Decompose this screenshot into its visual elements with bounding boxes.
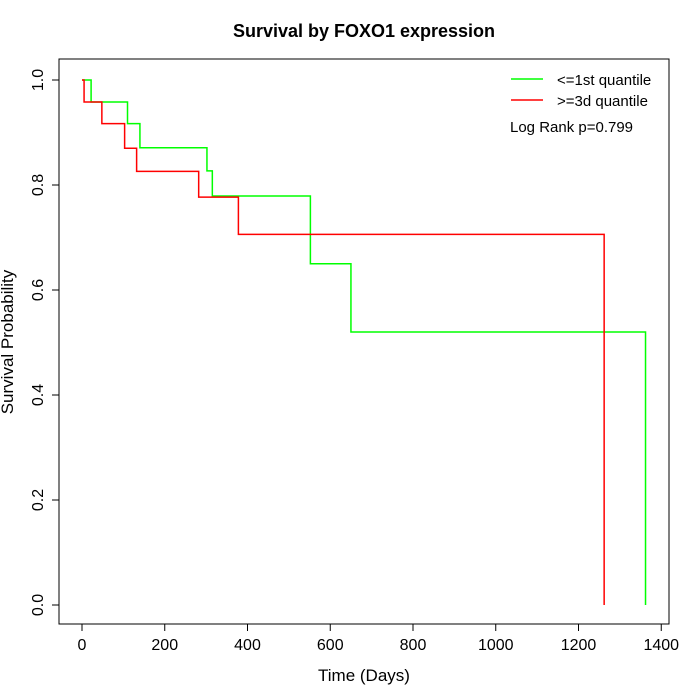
y-axis-label: Survival Probability xyxy=(0,269,17,414)
x-tick-label: 1200 xyxy=(561,637,597,654)
x-tick-label: 1400 xyxy=(643,637,679,654)
x-axis: 0 200 400 600 800 1000 1200 1400 xyxy=(78,623,679,654)
x-tick-label: 600 xyxy=(317,637,344,654)
x-tick-label: 200 xyxy=(151,637,178,654)
y-tick-label: 1.0 xyxy=(30,69,47,91)
log-rank-annotation: Log Rank p=0.799 xyxy=(510,119,633,136)
x-axis-label: Time (Days) xyxy=(318,666,410,685)
x-tick-label: 800 xyxy=(400,637,427,654)
legend: <=1st quantile >=3d quantile xyxy=(511,72,651,110)
legend-label-low: <=1st quantile xyxy=(557,72,651,89)
y-tick-label: 0.4 xyxy=(30,384,47,406)
y-axis: 0.0 0.2 0.4 0.6 0.8 1.0 xyxy=(30,69,60,616)
y-tick-label: 0.8 xyxy=(30,174,47,196)
survival-curve-high xyxy=(82,79,605,605)
survival-curve-low xyxy=(82,79,647,605)
x-tick-label: 0 xyxy=(78,637,87,654)
y-tick-label: 0.2 xyxy=(30,489,47,511)
legend-label-high: >=3d quantile xyxy=(557,93,648,110)
x-tick-label: 1000 xyxy=(478,637,514,654)
y-tick-label: 0.0 xyxy=(30,594,47,616)
survival-curves xyxy=(82,79,647,605)
y-tick-label: 0.6 xyxy=(30,279,47,301)
x-tick-label: 400 xyxy=(234,637,261,654)
chart-title: Survival by FOXO1 expression xyxy=(233,21,495,41)
